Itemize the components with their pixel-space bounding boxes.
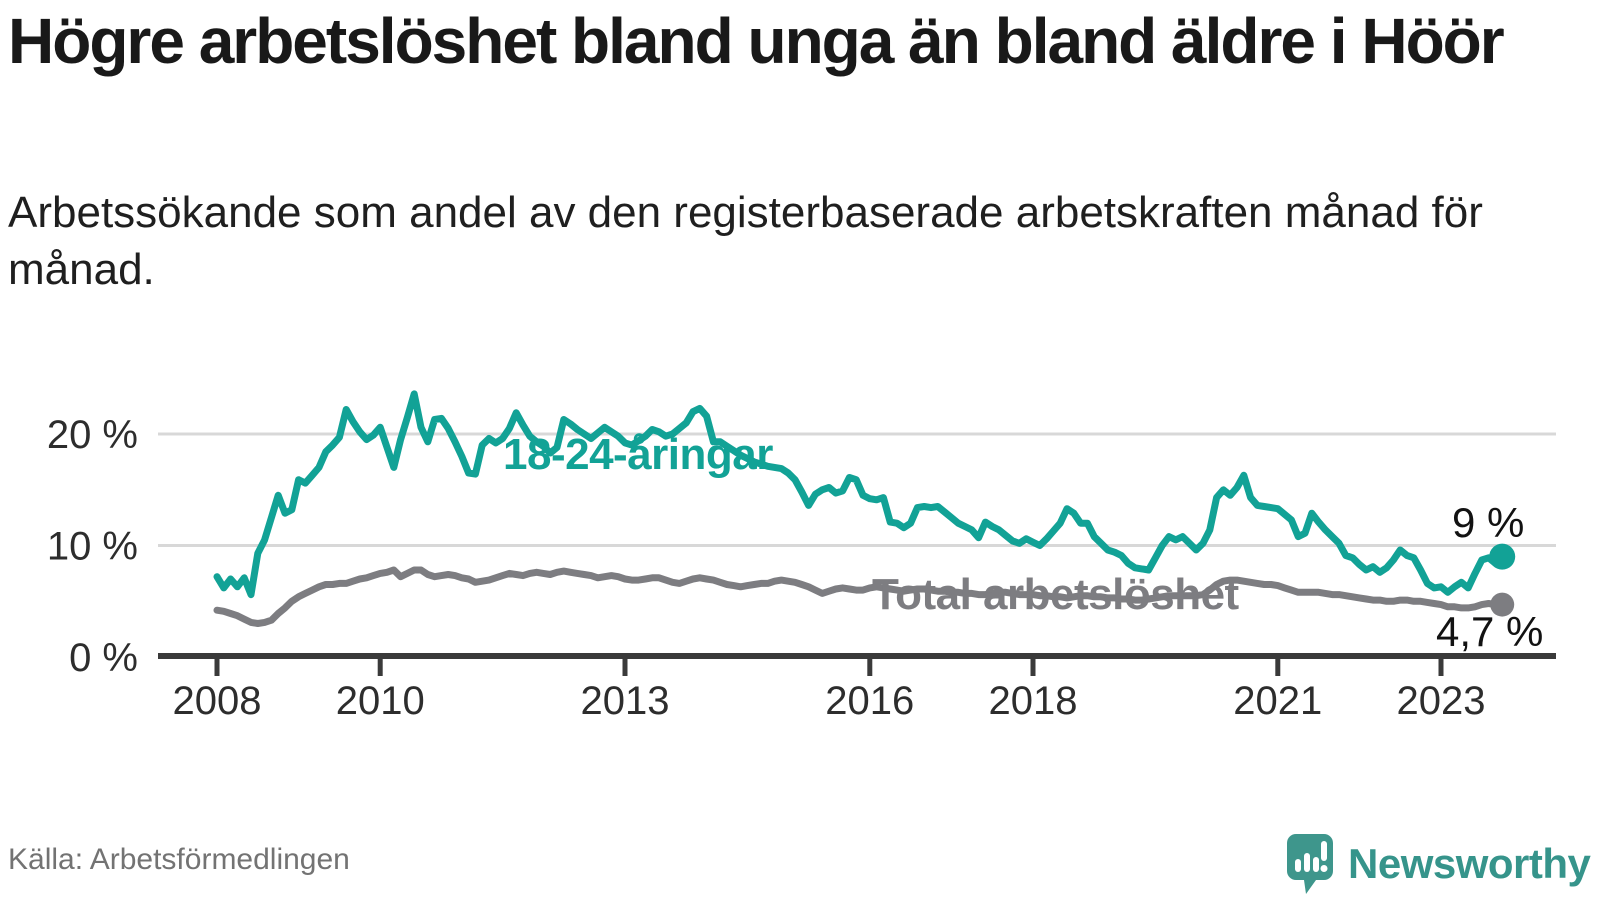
page-title: Högre arbetslöshet bland unga än bland ä…	[8, 5, 1505, 77]
page-subtitle: Arbetssökande som andel av den registerb…	[8, 188, 1483, 294]
x-tick-label: 2010	[336, 679, 425, 723]
x-tick-label: 2021	[1233, 679, 1322, 723]
source-note: Källa: Arbetsförmedlingen	[8, 843, 350, 876]
y-tick-label: 20 %	[47, 413, 138, 457]
x-tick-label: 2013	[581, 679, 670, 723]
newsworthy-speech-bubble-icon	[1287, 834, 1333, 894]
newsworthy-logo: Newsworthy	[1286, 833, 1591, 895]
series-line-young	[213, 390, 1506, 599]
x-tick-label: 2023	[1397, 679, 1486, 723]
series-end-dot-total	[1490, 592, 1515, 617]
y-tick-label: 10 %	[47, 525, 138, 569]
newsworthy-wordmark: Newsworthy	[1348, 840, 1591, 887]
end-value-label-young: 9 %	[1452, 499, 1525, 546]
x-tick-label: 2018	[989, 679, 1078, 723]
x-tick-label: 2008	[173, 679, 262, 723]
series-end-dot-young	[1489, 543, 1516, 570]
series-line-total	[213, 566, 1506, 627]
series-label-young: 18-24-åringar	[503, 430, 773, 479]
y-tick-label: 0 %	[69, 636, 138, 680]
x-tick-label: 2016	[825, 679, 914, 723]
end-value-label-total: 4,7 %	[1436, 608, 1544, 655]
series-label-total: Total arbetslöshet	[872, 570, 1239, 619]
